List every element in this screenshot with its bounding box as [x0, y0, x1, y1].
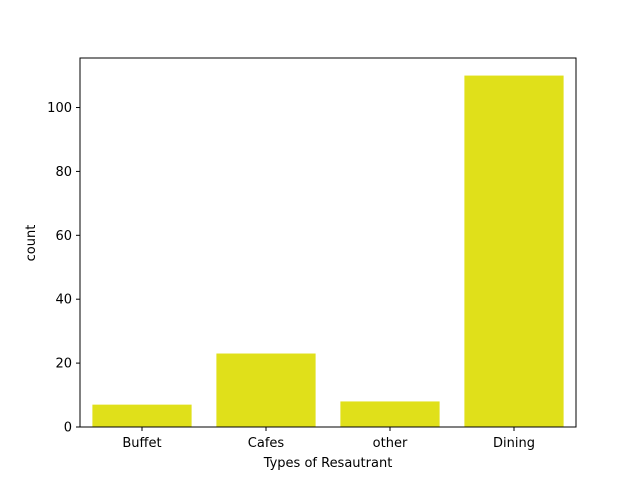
y-tick-label: 0 [64, 421, 72, 436]
y-tick-label: 80 [55, 165, 72, 180]
y-tick-label: 20 [55, 357, 72, 372]
x-axis-label: Types of Resautrant [263, 456, 393, 471]
x-tick-label: Dining [493, 436, 535, 451]
bar-dining [464, 75, 564, 428]
y-tick-label: 60 [55, 229, 72, 244]
x-axis-ticks: Buffet Cafes other Dining [122, 427, 535, 451]
plot-frame [79, 57, 577, 428]
bars-group [92, 75, 564, 428]
y-axis-ticks: 0 20 40 60 80 100 [47, 101, 80, 436]
bar-other [340, 401, 440, 427]
x-tick-label: Cafes [248, 436, 285, 451]
bar-buffet [92, 404, 192, 427]
y-tick-label: 100 [47, 101, 72, 116]
y-axis-label: count [24, 225, 39, 262]
x-tick-label: Buffet [122, 436, 161, 451]
x-tick-label: other [373, 436, 408, 451]
y-tick-label: 40 [55, 293, 72, 308]
bar-cafes [216, 353, 316, 427]
